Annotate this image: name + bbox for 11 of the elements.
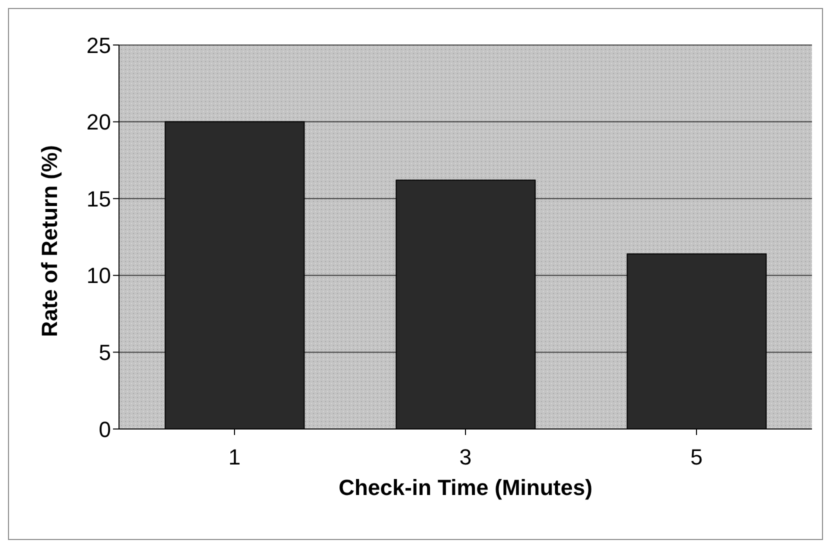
y-tick-label: 5 [98,340,111,366]
y-tick-label: 0 [98,416,111,442]
y-tick-label: 25 [86,32,111,58]
x-tick-label: 5 [690,444,703,470]
x-axis-title: Check-in Time (Minutes) [338,475,592,500]
x-tick-label: 1 [228,444,241,470]
y-tick-label: 10 [86,263,111,288]
y-tick-label: 15 [86,186,111,212]
y-axis-title: Rate of Return (%) [36,145,62,337]
x-tick-label: 3 [459,444,472,470]
y-tick-label: 20 [86,110,111,135]
